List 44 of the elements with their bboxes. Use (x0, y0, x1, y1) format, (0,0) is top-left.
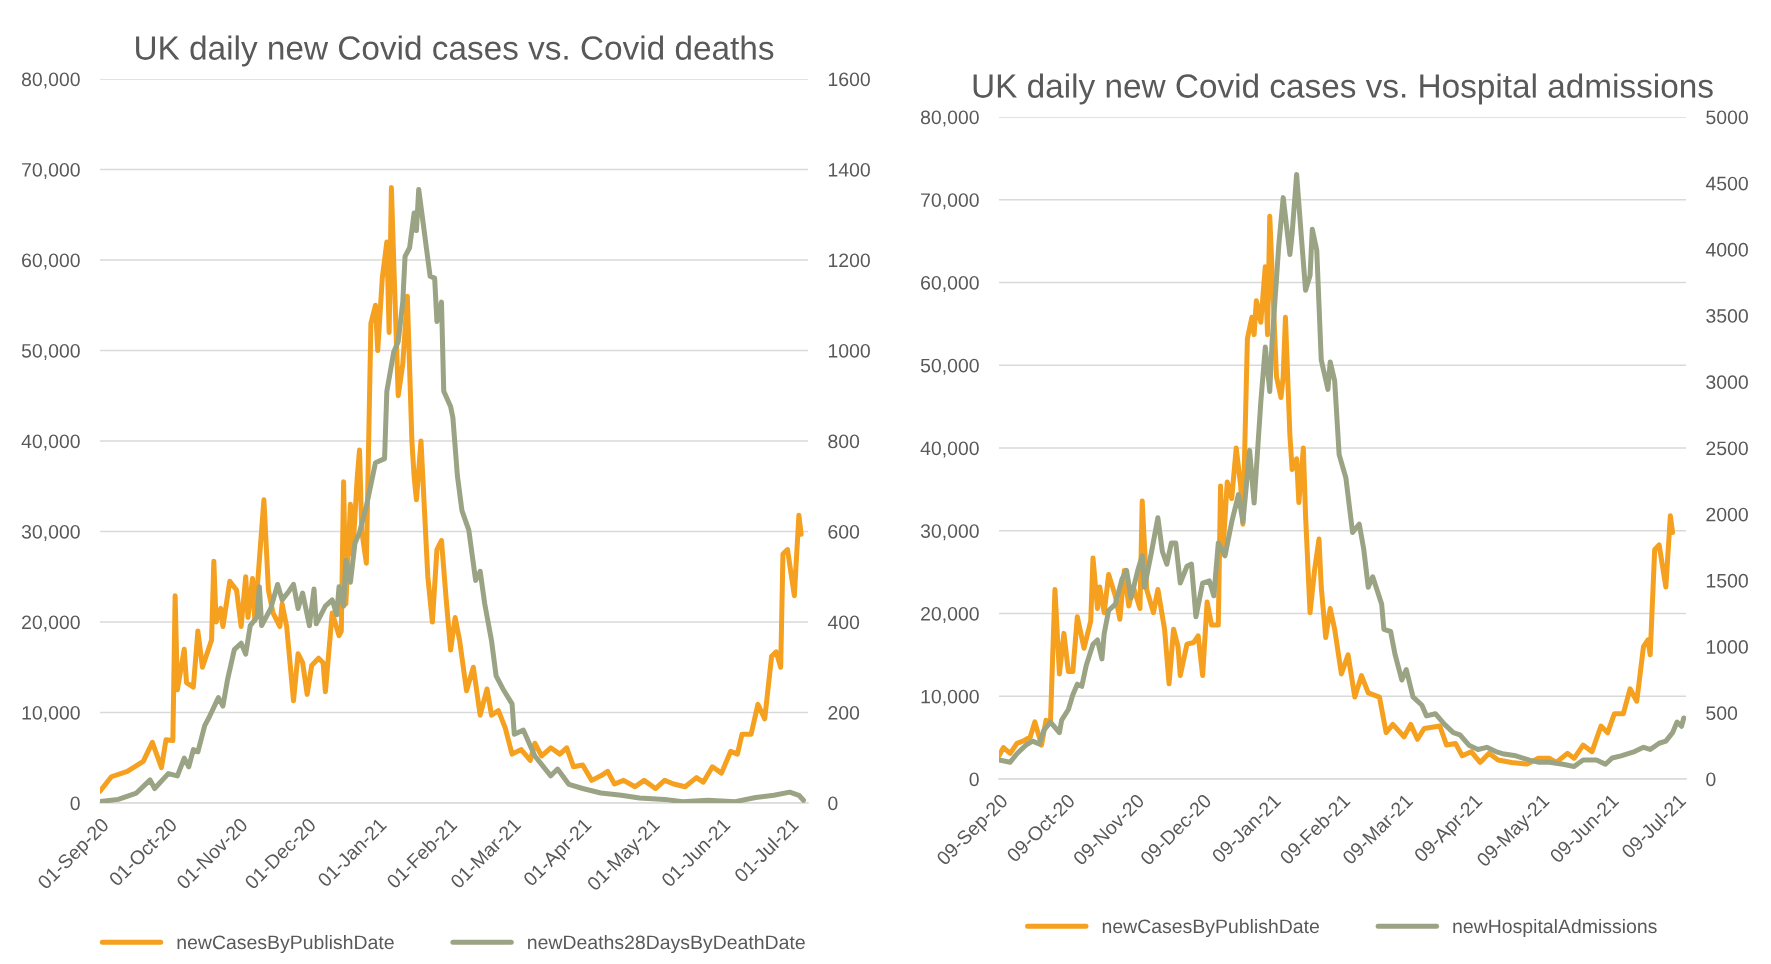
y-tick-label: 0 (70, 796, 80, 811)
y2-tick-label: 3500 (1706, 309, 1748, 323)
y-tick-label: 70,000 (921, 193, 979, 210)
y2-tick-label: 800 (828, 434, 860, 449)
legend-label: newDeaths28DaysByDeathDate (528, 934, 805, 954)
y-tick-label: 20,000 (921, 606, 979, 624)
y2-tick-label: 1000 (828, 343, 870, 358)
chart-title: UK daily new Covid cases vs. Hospital admissions (973, 73, 1713, 105)
y2-tick-label: 2500 (1706, 441, 1748, 456)
y2-tick-label: 1500 (1706, 573, 1748, 588)
y-tick-label: 20,000 (22, 615, 80, 632)
y-tick-label: 40,000 (21, 434, 80, 451)
y2-tick-label: 5000 (1706, 110, 1748, 125)
y2-tick-label: 2000 (1706, 507, 1748, 522)
y2-tick-label: 200 (828, 705, 860, 720)
y-tick-label: 50,000 (21, 343, 80, 361)
chart-title: UK daily new Covid cases vs. Covid deaths (136, 35, 774, 67)
y-tick-label: 30,000 (21, 524, 80, 542)
y2-tick-label: 3000 (1706, 375, 1748, 390)
y-tick-label: 40,000 (920, 441, 979, 458)
y2-tick-label: 500 (1706, 706, 1738, 721)
y-tick-label: 70,000 (22, 162, 80, 180)
y2-tick-label: 1000 (1706, 640, 1748, 654)
y2-tick-label: 600 (828, 524, 860, 539)
y2-tick-label: 1400 (828, 162, 870, 177)
y2-tick-label: 0 (1706, 772, 1716, 787)
y2-tick-label: 400 (827, 615, 860, 630)
y2-tick-label: 0 (828, 796, 838, 811)
y-tick-label: 30,000 (920, 524, 979, 541)
legend-label: newCasesByPublishDate (1102, 918, 1319, 938)
y2-tick-label: 4500 (1705, 176, 1748, 191)
y2-tick-label: 4000 (1705, 242, 1748, 257)
y-tick-label: 0 (969, 772, 979, 787)
y-tick-label: 80,000 (21, 72, 80, 89)
legend-label: newCasesByPublishDate (177, 934, 394, 954)
y-tick-label: 50,000 (920, 358, 979, 375)
y-tick-label: 80,000 (920, 110, 979, 127)
y-tick-label: 60,000 (22, 253, 80, 270)
y-tick-label: 10,000 (921, 689, 979, 706)
y2-tick-label: 1600 (828, 72, 870, 87)
y-tick-label: 10,000 (22, 705, 80, 723)
y2-tick-label: 1200 (828, 253, 870, 268)
legend-label: newHospitalAdmissions (1453, 918, 1657, 938)
y-tick-label: 60,000 (921, 275, 979, 293)
